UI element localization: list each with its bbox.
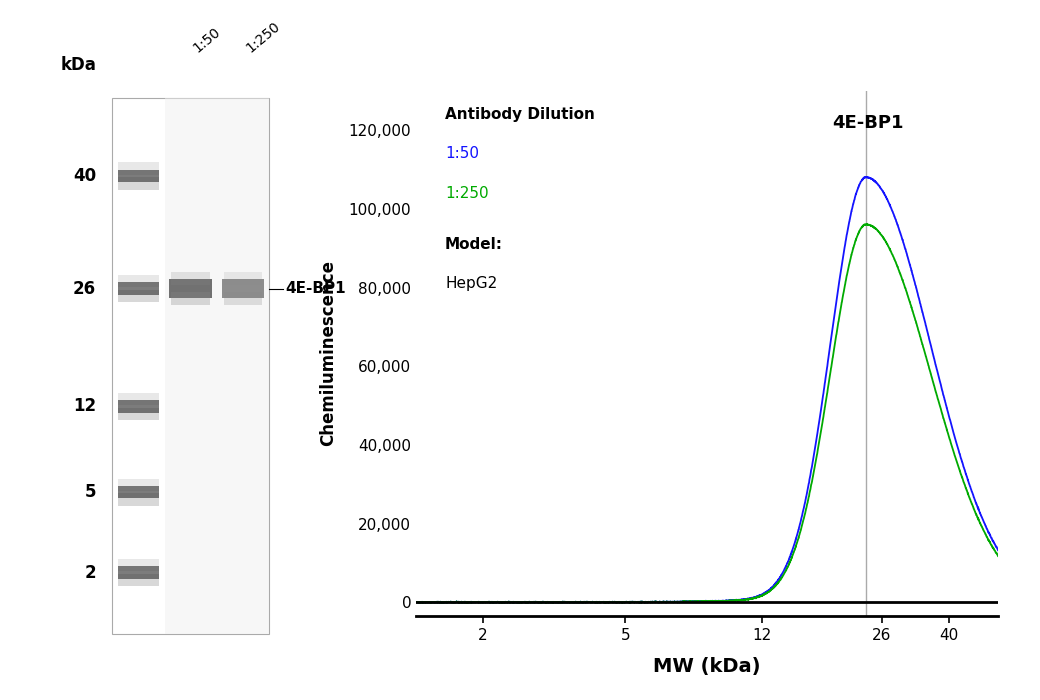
Y-axis label: Chemiluminescence: Chemiluminescence xyxy=(319,260,337,447)
Bar xyxy=(118,290,159,302)
Bar xyxy=(118,177,159,190)
Text: 2: 2 xyxy=(84,564,96,582)
Text: kDa: kDa xyxy=(60,55,96,74)
Bar xyxy=(118,170,159,182)
Text: 4E-BP1: 4E-BP1 xyxy=(285,281,346,296)
Text: Antibody Dilution: Antibody Dilution xyxy=(445,106,595,122)
Text: HepG2: HepG2 xyxy=(445,276,497,291)
Text: 40: 40 xyxy=(73,167,96,185)
Bar xyxy=(170,279,212,298)
Bar xyxy=(164,98,217,634)
Bar xyxy=(118,282,159,295)
Text: 4E-BP1: 4E-BP1 xyxy=(832,114,904,132)
Bar xyxy=(118,407,159,420)
Bar xyxy=(217,98,269,634)
Bar xyxy=(172,272,210,285)
Bar xyxy=(224,292,262,305)
Bar xyxy=(118,275,159,287)
Bar xyxy=(118,162,159,175)
Text: 1:50: 1:50 xyxy=(445,146,479,161)
Bar xyxy=(118,479,159,491)
Text: Model:: Model: xyxy=(445,237,503,252)
Text: 12: 12 xyxy=(73,398,96,415)
Bar xyxy=(118,393,159,405)
Bar xyxy=(172,292,210,305)
Bar xyxy=(118,566,159,579)
Bar xyxy=(118,574,159,586)
Text: 1:250: 1:250 xyxy=(243,19,283,55)
Bar xyxy=(224,272,262,285)
Bar xyxy=(118,400,159,412)
Text: 1:250: 1:250 xyxy=(445,186,489,200)
Bar xyxy=(118,559,159,571)
Text: 1:50: 1:50 xyxy=(190,25,224,55)
Bar xyxy=(118,494,159,505)
Bar xyxy=(112,98,269,634)
X-axis label: MW (kDa): MW (kDa) xyxy=(653,657,761,675)
Bar xyxy=(222,279,264,298)
Text: 5: 5 xyxy=(84,483,96,501)
Bar xyxy=(118,486,159,498)
Text: 26: 26 xyxy=(73,279,96,298)
